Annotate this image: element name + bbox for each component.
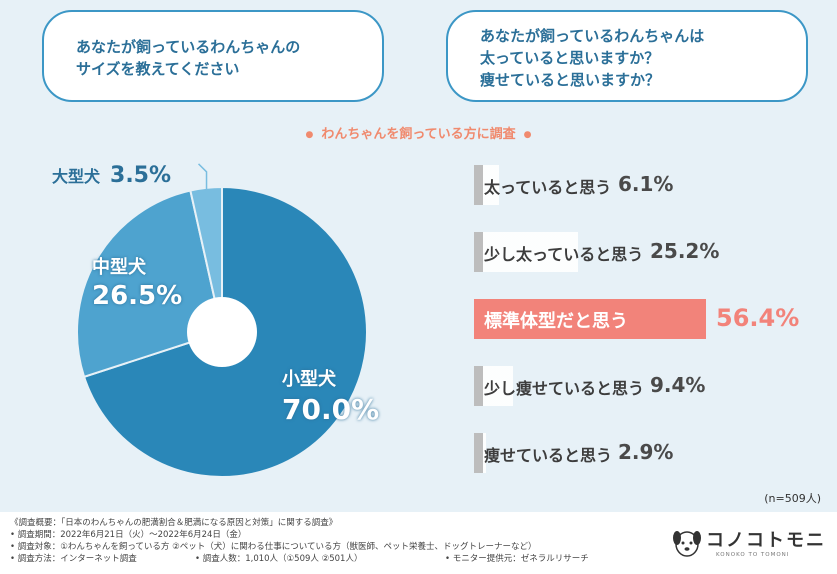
bar-value-label: 56.4% [716,304,800,332]
question-line: サイズを教えてください [76,60,240,78]
bar [474,299,706,339]
question-line: 痩せていると思いますか？ [480,71,661,89]
question-bubble-size: あなたが飼っているわんちゃんの サイズを教えてください [42,10,384,102]
pie-value-label: 26.5% [92,281,183,311]
survey-target: • 調査対象：①わんちゃんを飼っている方 ②ペット（犬）に関わる仕事についている… [10,542,537,552]
survey-title-text: わんちゃんを飼っている方に調査 [321,127,516,142]
footer: 《調査概要：「日本のわんちゃんの肥満割合＆肥満になる原因と対策」に関する調査》 … [0,512,837,574]
sample-size: (n=509人) [764,492,821,505]
pie-category-label: 大型犬 [52,167,101,186]
dot-icon: ● [305,129,314,140]
bar-value-label: 25.2% [650,239,720,263]
dog-logo-icon [673,531,701,557]
pie-value-label: 3.5% [110,163,172,188]
bar-value-label: 6.1% [618,172,674,196]
logo-text: コノコトモニ [706,530,826,551]
bar-category-label: 少し痩せていると思う [484,379,645,398]
bar-category-label: 少し太っていると思う [484,245,644,264]
survey-method: • 調査方法：インターネット調査 [10,554,137,564]
pie-label-中型犬: 中型犬 26.5% [92,253,182,311]
survey-summary: 《調査概要：「日本のわんちゃんの肥満割合＆肥満になる原因と対策」に関する調査》 [10,518,338,528]
pie-label-小型犬: 小型犬 70.0% [282,365,379,426]
survey-title: ● わんちゃんを飼っている方に調査 ● [0,123,837,142]
pie-value-label: 70.0% [282,393,380,426]
question-line: 太っていると思いますか？ [480,49,660,67]
pie-slice-中型犬 [76,189,224,379]
bar-value-label: 9.4% [650,373,706,397]
donut-hole [187,297,257,367]
bar-value-label: 2.9% [618,440,674,464]
bar-accent [474,165,483,205]
question-bubble-body-shape: あなたが飼っているわんちゃんは 太っていると思いますか？ 痩せていると思いますか… [446,10,808,102]
bar-category-label: 標準体型だと思う [484,311,628,332]
survey-period: • 調査期間：2022年6月21日（火）〜2022年6月24日（金） [10,530,247,540]
logo-sub: KONOKO TO TOMONI [716,552,790,558]
bar-accent [474,232,483,272]
question-line: あなたが飼っているわんちゃんの [76,38,301,56]
survey-respondents: • 調査人数：1,010人（①509人 ②501人） [195,554,363,564]
pie-category-label: 小型犬 [282,369,336,390]
bar-category-label: 太っていると思う [484,178,612,197]
dot-icon: ● [523,129,532,140]
size-pie-chart [76,163,368,478]
pie-label-大型犬: 大型犬 3.5% [52,163,171,188]
bar [474,232,578,272]
pie-category-label: 中型犬 [92,257,146,278]
bar-category-label: 痩せていると思う [484,446,613,465]
bar-accent [474,433,483,473]
question-line: あなたが飼っているわんちゃんは [480,27,705,45]
survey-provider: • モニター提供元：ゼネラルリサーチ [445,554,589,564]
leader-line [197,163,208,192]
bar-accent [474,366,483,406]
logo: コノコトモニ KONOKO TO TOMONI [672,520,832,570]
